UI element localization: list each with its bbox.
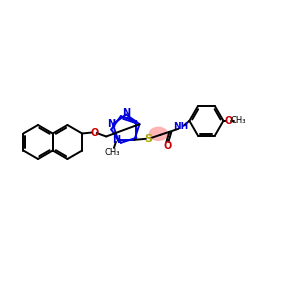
- Text: NH: NH: [173, 122, 188, 131]
- Text: O: O: [90, 128, 98, 137]
- Text: O: O: [163, 141, 172, 151]
- Text: N: N: [112, 135, 121, 145]
- Text: N: N: [107, 119, 116, 129]
- Text: CH₃: CH₃: [231, 116, 246, 125]
- Text: N: N: [123, 108, 131, 118]
- Text: O: O: [224, 116, 232, 126]
- Text: S: S: [144, 134, 152, 144]
- Text: CH₃: CH₃: [104, 148, 120, 157]
- Ellipse shape: [149, 127, 167, 140]
